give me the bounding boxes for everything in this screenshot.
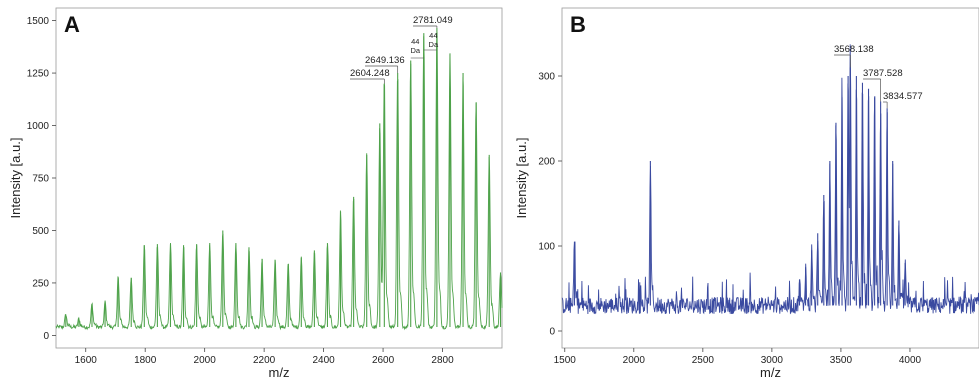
y-tick-label: 200 [538, 157, 555, 168]
x-tick-label: 2600 [372, 355, 395, 366]
plot-frame [561, 7, 979, 349]
y-tick-label: 0 [549, 327, 555, 338]
x-tick-label: 1500 [554, 355, 577, 366]
panel-a: 1600 1800 2000 2200 2400 2600 2800 0 250 500 750 10… [8, 7, 503, 377]
spectrum-line [55, 32, 503, 331]
x-tick-label: 2800 [431, 355, 454, 366]
x-tick-label: 2500 [692, 355, 715, 366]
y-tick-label: 300 [538, 72, 555, 83]
y-tick-label: 1000 [27, 121, 50, 132]
x-axis-label: m/z [760, 365, 781, 377]
panel-letter-a: A [64, 12, 80, 37]
panel-letter-b: B [570, 12, 586, 37]
x-axis-label: m/z [269, 365, 290, 377]
y-tick-label: 250 [32, 278, 49, 289]
x-tick-label: 4000 [899, 355, 922, 366]
spectrum-line [561, 44, 979, 315]
x-tick-label: 2400 [312, 355, 335, 366]
x-tick-label: 3000 [761, 355, 784, 366]
y-tick-label: 750 [32, 174, 49, 185]
delta-label: 44 Da [410, 37, 420, 55]
peak-label: 2649.136 [365, 55, 405, 66]
x-tick-label: 3500 [830, 355, 853, 366]
x-tick-label: 2200 [253, 355, 276, 366]
peak-label: 3834.577 [883, 91, 923, 102]
panel-b: 1500 2000 2500 3000 3500 4000 0 100 200 300 m/z Int… [514, 7, 979, 377]
x-tick-label: 1800 [134, 355, 157, 366]
y-tick-label: 1500 [27, 16, 50, 27]
y-axis-label: Intensity [a.u.] [514, 138, 529, 219]
peak-label: 2781.049 [413, 15, 453, 26]
y-tick-label: 500 [32, 226, 49, 237]
peak-label: 2604.248 [350, 68, 390, 79]
x-tick-label: 2000 [194, 355, 217, 366]
y-tick-label: 0 [43, 331, 49, 342]
y-axis-label: Intensity [a.u.] [8, 138, 23, 219]
y-tick-label: 1250 [27, 69, 50, 80]
y-tick-label: 100 [538, 242, 555, 253]
x-tick-label: 1600 [75, 355, 98, 366]
x-tick-label: 2000 [623, 355, 646, 366]
peak-label: 3787.528 [863, 68, 903, 79]
peak-label: 3568.138 [834, 44, 874, 55]
delta-label: 44 Da [429, 31, 439, 49]
